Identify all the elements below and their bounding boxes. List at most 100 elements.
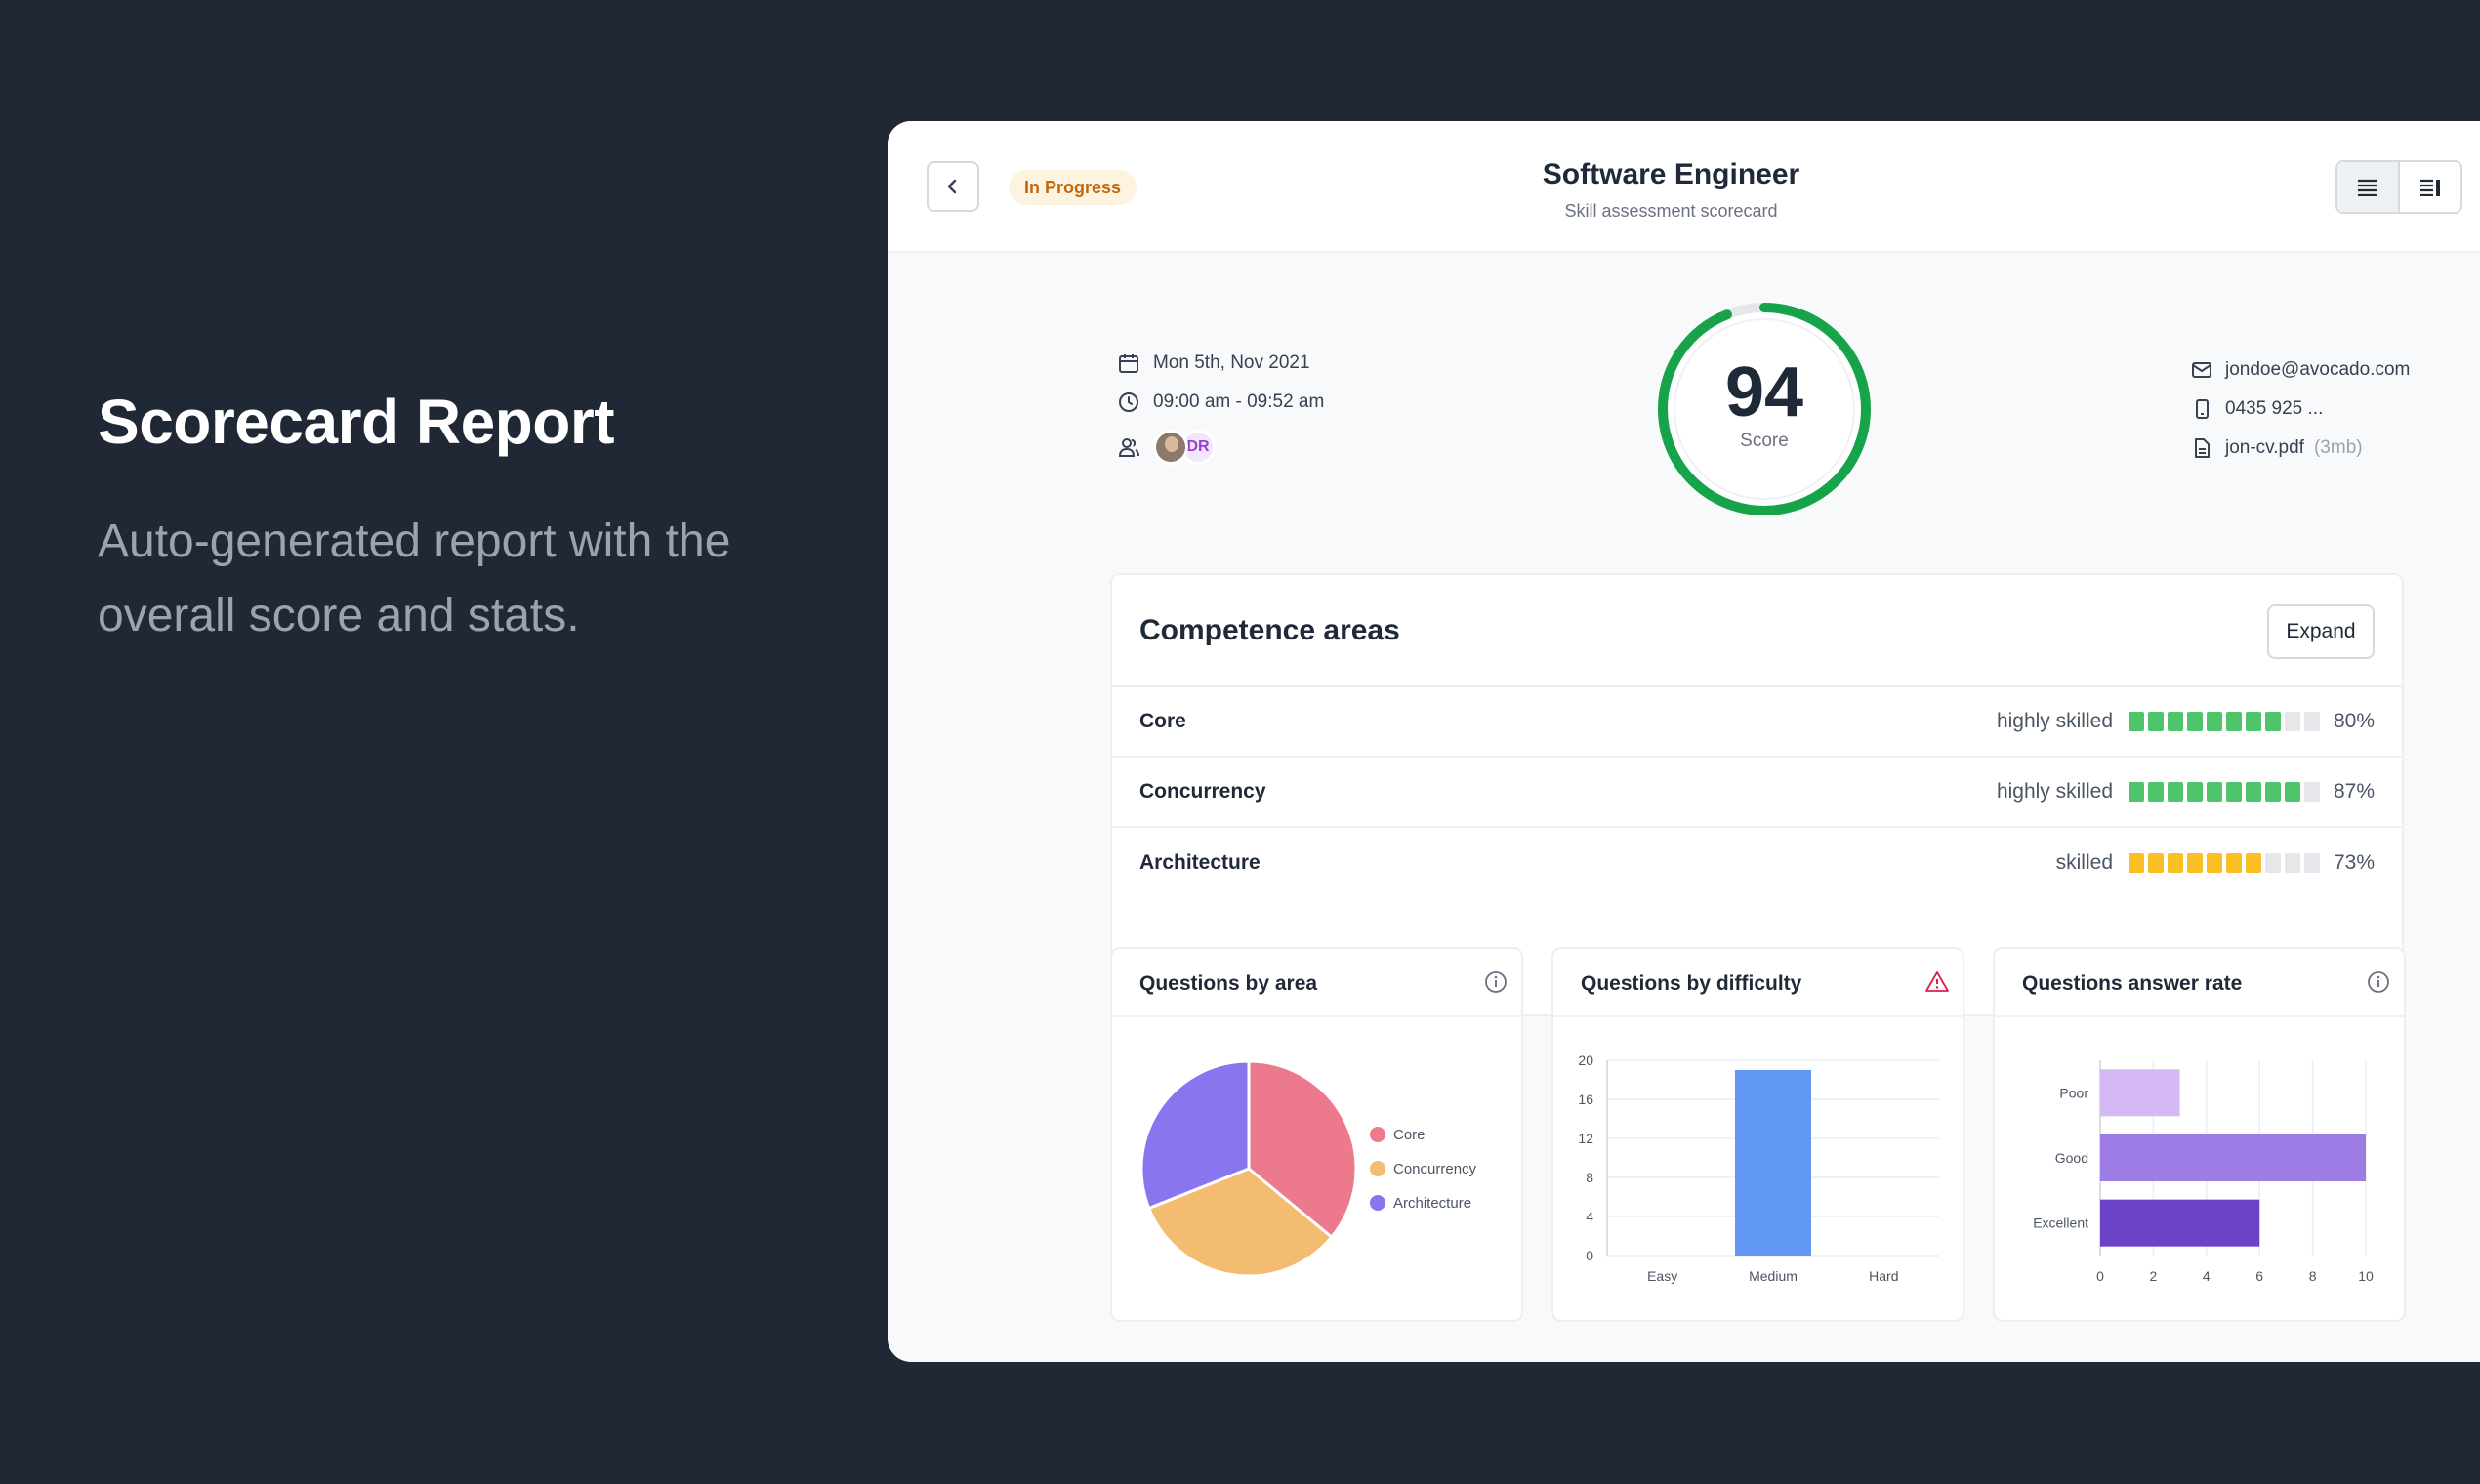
legend-label: Concurrency [1393,1161,1477,1177]
mail-icon [2192,362,2211,378]
meter-segment [2285,853,2300,873]
scorecard-window: In Progress Software Engineer Skill asse… [888,121,2480,1362]
bar-good[interactable] [2100,1134,2366,1181]
horizontal-bar-chart: 0 2 4 6 8 10 Poor Good Excellent [2033,1060,2374,1284]
warning-icon[interactable] [1925,970,1949,994]
info-icon[interactable] [2367,970,2390,994]
candidate-email[interactable]: jondoe@avocado.com [2225,359,2411,380]
list-icon [2358,179,2377,196]
y-tick-label: Excellent [2033,1216,2088,1231]
meter-segment [2168,712,2183,731]
x-tick-label: 0 [2096,1268,2104,1284]
pie-chart: Core Concurrency Architecture [1139,1059,1477,1278]
candidate-phone[interactable]: 0435 925 ... [2225,398,2324,419]
meter-segment [2246,782,2261,802]
competence-percent: 87% [2334,780,2376,803]
hero-subtitle: Auto-generated report with the overall s… [98,515,731,641]
competence-row[interactable]: Core highly skilled 80% [1112,687,2402,758]
panel-title: Questions answer rate [2022,972,2243,995]
meter-segment [2304,853,2320,873]
score-value: 94 [1724,353,1804,432]
panel-header: Questions answer rate [1995,949,2404,1017]
meter-segment [2304,782,2320,802]
time-row: 09:00 am - 09:52 am [1118,383,1324,422]
y-tick-label: 8 [1586,1170,1593,1185]
card-header: In Progress Software Engineer Skill asse… [888,121,2480,253]
x-tick-label: 2 [2150,1268,2158,1284]
y-tick-label: Poor [2059,1085,2088,1100]
meter-segment [2168,853,2183,873]
competence-row[interactable]: Architecture skilled 73% [1112,828,2402,898]
competence-meter [2129,712,2320,731]
bar-medium[interactable] [1735,1070,1811,1256]
competence-areas-card: Competence areas Expand Core highly skill… [1110,573,2404,1016]
meter-segment [2265,782,2281,802]
cv-row: jon-cv.pdf (3mb) [2192,429,2410,468]
meter-segment [2285,712,2300,731]
score-ring: 94 Score [1649,294,1880,524]
pie-slice-core[interactable] [1247,1059,1358,1240]
info-icon[interactable] [1484,970,1508,994]
meter-segment [2129,853,2144,873]
panel-title: Questions by area [1139,972,1318,995]
legend-label: Core [1393,1127,1426,1143]
competence-name: Architecture [1139,851,1261,874]
cv-file-size: (3mb) [2313,437,2363,458]
y-tick-label: 12 [1578,1131,1593,1146]
competence-header: Competence areas Expand [1112,575,2402,687]
y-tick-label: 4 [1586,1209,1593,1224]
list-view-button[interactable] [2337,162,2400,212]
x-tick-label: Hard [1869,1268,1898,1284]
meter-segment [2129,782,2144,802]
meter-segment [2148,782,2164,802]
competence-name: Concurrency [1139,780,1266,803]
meter-segment [2168,782,2183,802]
y-tick-label: 0 [1586,1248,1593,1263]
competence-title: Competence areas [1139,614,1400,646]
panel-title: Questions by difficulty [1581,972,1802,995]
email-row: jondoe@avocado.com [2192,350,2410,390]
legend-swatch [1370,1127,1385,1142]
hero-title: Scorecard Report [98,387,615,457]
view-toggle [2335,160,2462,214]
legend-swatch [1370,1161,1385,1176]
meter-segment [2207,853,2222,873]
x-tick-label: 8 [2309,1268,2317,1284]
pie-slice-architecture[interactable] [1139,1059,1251,1211]
score-arc [1658,303,1871,515]
meter-segment [2304,712,2320,731]
date-row: Mon 5th, Nov 2021 [1118,344,1324,383]
meter-segment [2187,782,2203,802]
back-button[interactable] [927,161,979,212]
document-icon [2195,438,2210,458]
x-tick-label: 4 [2203,1268,2211,1284]
competence-row[interactable]: Concurrency highly skilled 87% [1112,758,2402,828]
interview-meta: Mon 5th, Nov 2021 09:00 am - 09:52 am DR [1118,344,1324,473]
bar-poor[interactable] [2100,1069,2180,1117]
meter-segment [2265,712,2281,731]
x-tick-label: 10 [2358,1268,2374,1284]
bar-excellent[interactable] [2100,1199,2260,1247]
detail-view-button[interactable] [2400,162,2460,212]
interview-time: 09:00 am - 09:52 am [1153,392,1325,412]
detail-list-icon [2420,179,2440,196]
page-title: Software Engineer [1542,158,1800,190]
competence-level: highly skilled [1996,710,2113,732]
clock-icon [1119,392,1138,412]
phone-row: 0435 925 ... [2192,390,2410,429]
meter-segment [2246,853,2261,873]
panel-header: Questions by area [1112,949,1521,1017]
meter-segment [2207,782,2222,802]
y-tick-label: 16 [1578,1092,1593,1107]
meter-segment [2207,712,2222,731]
meter-segment [2129,712,2144,731]
competence-meter [2129,853,2320,873]
cv-file-link[interactable]: jon-cv.pdf [2225,437,2304,458]
pie-slice-concurrency[interactable] [1146,1167,1334,1278]
avatar[interactable] [1153,430,1188,465]
interview-date: Mon 5th, Nov 2021 [1153,352,1310,373]
calendar-icon [1119,354,1138,373]
competence-level: highly skilled [1996,780,2113,803]
questions-answer-rate-panel: Questions answer rate 0 2 4 6 8 10 Poor Good Exc… [1993,947,2406,1322]
expand-button[interactable]: Expand [2267,604,2375,659]
